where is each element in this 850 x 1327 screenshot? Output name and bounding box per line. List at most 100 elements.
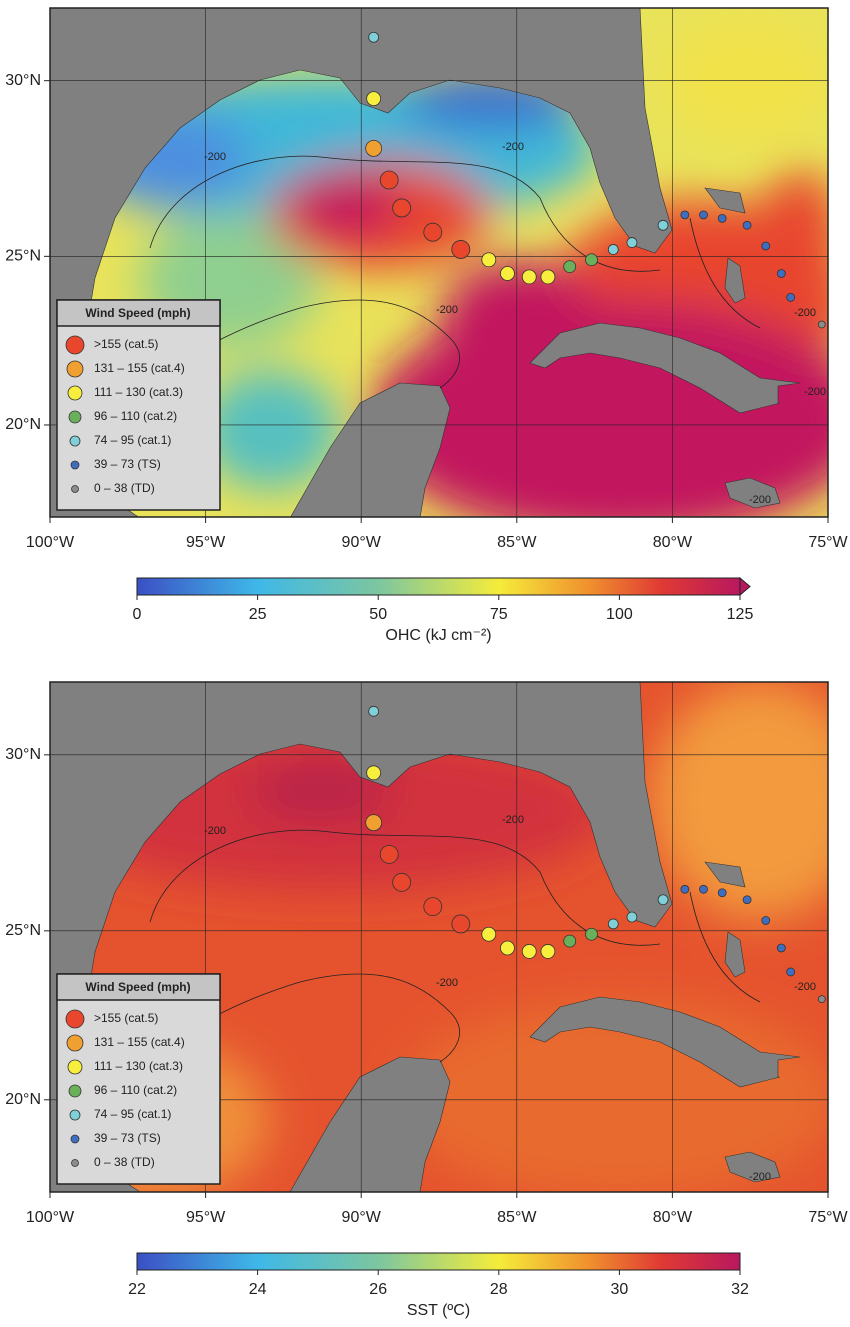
contour-label: -200 <box>436 304 458 316</box>
legend-swatch <box>65 335 85 355</box>
track-point <box>368 705 380 717</box>
track-point <box>585 253 598 267</box>
contour-label: -200 <box>436 977 458 989</box>
track-point <box>626 237 638 248</box>
legend-label: 96 – 110 (cat.2) <box>94 409 177 423</box>
track-point <box>365 814 383 832</box>
lon-tick-label: 75°W <box>808 1209 848 1226</box>
legend-label: 74 – 95 (cat.1) <box>94 433 171 447</box>
track-point <box>717 888 727 898</box>
track-point <box>680 884 690 894</box>
legend-label: 39 – 73 (TS) <box>94 457 161 471</box>
track-point <box>786 292 796 302</box>
track-point <box>817 995 826 1004</box>
colorbar-tick-label: 26 <box>369 1281 387 1298</box>
track-point <box>761 916 771 925</box>
contour-label: -200 <box>749 1171 771 1183</box>
legend-swatch <box>69 435 81 447</box>
legend-swatch <box>68 1084 82 1098</box>
legend-label: 74 – 95 (cat.1) <box>94 1107 171 1121</box>
lon-tick-label: 85°W <box>497 534 537 551</box>
contour-label: -200 <box>794 307 816 319</box>
legend-swatch <box>66 1034 84 1052</box>
colorbar-tick-label: 125 <box>727 606 754 623</box>
legend-label: >155 (cat.5) <box>94 337 158 351</box>
track-point <box>392 872 412 892</box>
legend-swatch <box>68 410 82 424</box>
track-point <box>657 219 669 231</box>
legend-swatch <box>70 460 80 470</box>
track-point <box>423 897 443 917</box>
colorbar <box>136 577 741 596</box>
track-point <box>423 222 443 242</box>
legend-title: Wind Speed (mph) <box>85 306 190 320</box>
track-point <box>540 269 556 285</box>
track-point <box>451 914 471 934</box>
contour-label: -200 <box>749 494 771 506</box>
lon-tick-label: 100°W <box>26 1209 75 1226</box>
legend-header <box>56 299 221 327</box>
track-point <box>817 320 826 329</box>
track-point <box>776 943 786 953</box>
track-point <box>786 967 796 977</box>
legend-title: Wind Speed (mph) <box>85 980 190 994</box>
track-point <box>585 927 598 941</box>
track-point <box>379 170 399 190</box>
track-point <box>521 269 537 285</box>
track-point <box>365 139 383 157</box>
colorbar-tick-label: 32 <box>731 1281 749 1298</box>
legend-label: 131 – 155 (cat.4) <box>94 361 185 375</box>
legend-label: 111 – 130 (cat.3) <box>94 1059 183 1073</box>
track-point <box>626 911 638 923</box>
lon-tick-label: 85°W <box>497 1209 537 1226</box>
track-point <box>742 895 752 905</box>
colorbar <box>136 1252 741 1271</box>
legend-box <box>56 973 221 1185</box>
colorbar-tick-label: 75 <box>490 606 508 623</box>
track-point <box>717 213 727 223</box>
legend-header <box>56 973 221 1001</box>
track-point <box>657 894 669 906</box>
legend-label: 39 – 73 (TS) <box>94 1131 161 1145</box>
track-point <box>481 926 497 942</box>
colorbar-label: SST (ºC) <box>407 1302 470 1319</box>
track-point <box>366 91 382 107</box>
track-point <box>563 260 577 274</box>
colorbar-tick-label: 22 <box>128 1281 146 1298</box>
lon-tick-label: 90°W <box>342 1209 382 1226</box>
track-point <box>742 220 752 230</box>
colorbar-tick-label: 25 <box>249 606 267 623</box>
track-point <box>379 844 399 864</box>
legend-swatch <box>67 385 83 401</box>
track-point <box>500 940 515 956</box>
legend-swatch <box>66 360 84 378</box>
legend-swatch <box>69 1109 81 1121</box>
track-point <box>607 918 619 930</box>
track-point <box>392 198 412 218</box>
legend-label: 111 – 130 (cat.3) <box>94 385 183 399</box>
track-point <box>366 765 382 781</box>
ohc-field <box>50 8 828 517</box>
lat-tick-label: 20°N <box>5 1091 41 1108</box>
track-point <box>776 269 786 278</box>
contour-label: -200 <box>204 825 226 837</box>
legend-label: 96 – 110 (cat.2) <box>94 1083 177 1097</box>
track-point <box>500 266 515 281</box>
colorbar-label: OHC (kJ cm⁻²) <box>385 627 491 644</box>
track-point <box>451 240 471 259</box>
contour-label: -200 <box>804 386 826 398</box>
legend-label: 0 – 38 (TD) <box>94 481 155 495</box>
legend-box <box>56 299 221 511</box>
lon-tick-label: 80°W <box>653 1209 693 1226</box>
colorbar-tick-label: 28 <box>490 1281 508 1298</box>
legend-label: >155 (cat.5) <box>94 1011 158 1025</box>
lat-tick-label: 30°N <box>5 746 41 763</box>
lon-tick-label: 75°W <box>808 534 848 551</box>
colorbar-tick-label: 30 <box>611 1281 629 1298</box>
track-point <box>540 944 556 959</box>
colorbar-tick-label: 24 <box>249 1281 267 1298</box>
track-point <box>481 252 497 268</box>
track-point <box>699 884 708 894</box>
lon-tick-label: 80°W <box>653 534 693 551</box>
